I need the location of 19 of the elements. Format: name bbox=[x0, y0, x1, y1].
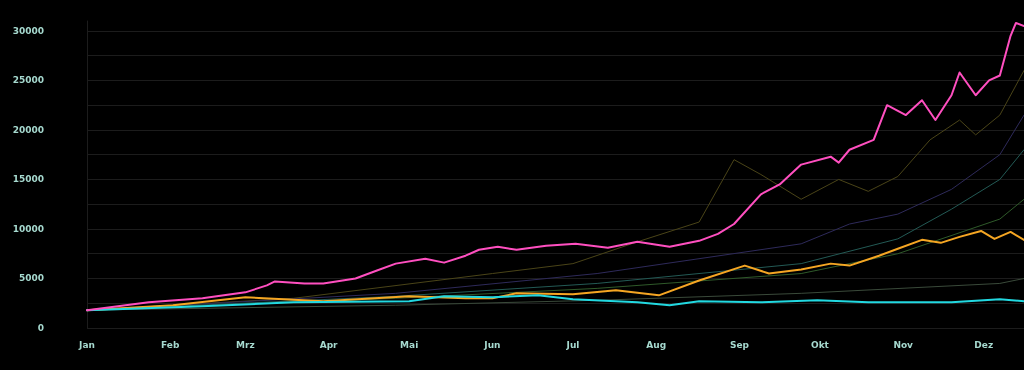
y-tick-label: 10000 bbox=[12, 223, 44, 234]
y-tick-label: 30000 bbox=[12, 25, 44, 36]
x-tick-label: Mai bbox=[400, 339, 419, 350]
x-tick-label: Jan bbox=[78, 339, 95, 350]
x-tick-label: Feb bbox=[161, 339, 180, 350]
x-tick-label: Jun bbox=[483, 339, 501, 350]
y-tick-label: 15000 bbox=[12, 174, 44, 185]
x-tick-label: Aug bbox=[646, 339, 667, 350]
x-tick-label: Dez bbox=[974, 339, 994, 350]
y-tick-label: 20000 bbox=[12, 124, 44, 135]
x-tick-label: Apr bbox=[319, 339, 339, 350]
x-tick-label: Jul bbox=[565, 339, 580, 350]
x-tick-label: Sep bbox=[729, 339, 750, 350]
x-tick-label: Nov bbox=[893, 339, 914, 350]
x-tick-label: Okt bbox=[810, 339, 830, 350]
y-tick-label: 25000 bbox=[12, 75, 44, 86]
y-tick-label: 0 bbox=[37, 323, 44, 333]
x-tick-label: Mrz bbox=[236, 339, 255, 350]
y-tick-label: 5000 bbox=[18, 273, 44, 284]
